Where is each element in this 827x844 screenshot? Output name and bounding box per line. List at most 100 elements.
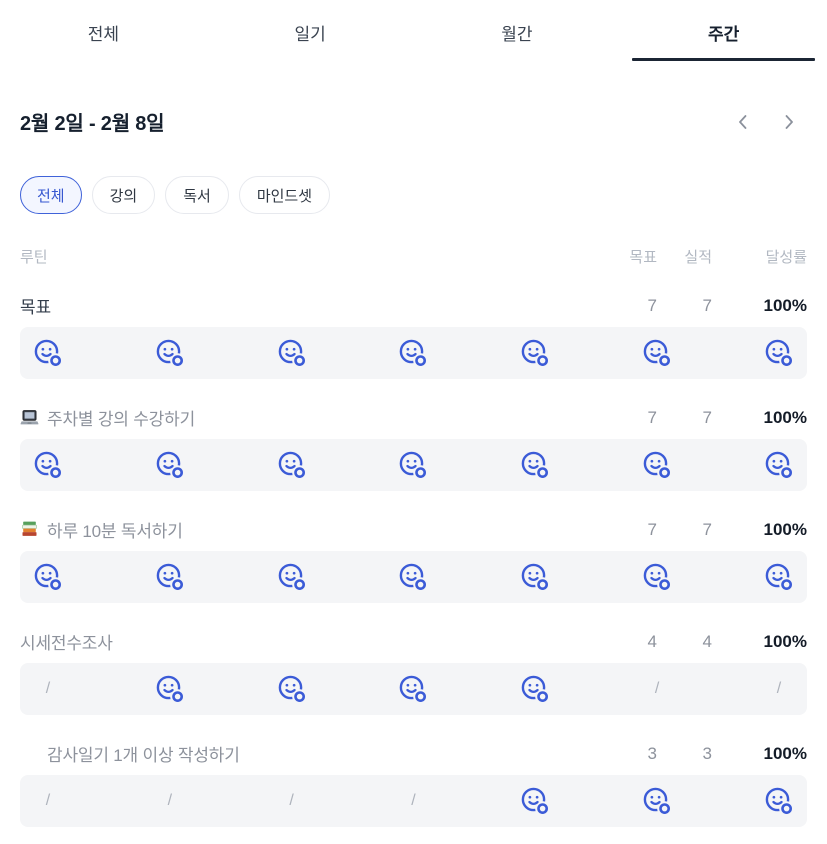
smiley-check-icon: [156, 563, 185, 592]
actual-value: 4: [702, 631, 712, 651]
week-range-title: 2월 2일 - 2월 8일: [20, 113, 165, 135]
day-cell: /: [32, 673, 64, 705]
day-band: [20, 439, 807, 491]
filter-chip-mindset[interactable]: 마인드셋: [238, 176, 331, 214]
empty-day-slash: /: [654, 680, 660, 697]
rate-value: 100%: [763, 295, 807, 315]
day-cell: /: [276, 785, 308, 817]
day-cell: [519, 673, 551, 705]
day-cell: /: [32, 785, 64, 817]
prev-week-button[interactable]: [731, 109, 755, 135]
smiley-check-icon: [34, 451, 63, 480]
day-cell: /: [763, 673, 795, 705]
day-cell: [519, 337, 551, 369]
routine-column-header: 루틴: [20, 249, 48, 266]
smiley-check-icon: [522, 787, 551, 816]
day-cell: [32, 337, 64, 369]
routine-row: 목표 7 7 100%: [20, 293, 807, 379]
day-cell: [32, 561, 64, 593]
report-content: 2월 2일 - 2월 8일 전체 강의 독서 마인드셋 루틴 목표 실적 달성률: [0, 107, 827, 827]
tab-weekly[interactable]: 주간: [620, 10, 827, 61]
empty-day-slash: /: [289, 792, 294, 809]
day-cell: [397, 673, 429, 705]
routine-title: 감사일기 1개 이상 작성하기: [20, 741, 615, 766]
routine-name: 주차별 강의 수강하기: [47, 410, 196, 429]
routine-row-head: 감사일기 1개 이상 작성하기 3 3 100%: [20, 741, 807, 766]
day-cell: [276, 561, 308, 593]
week-header: 2월 2일 - 2월 8일: [20, 107, 807, 136]
smiley-check-icon: [156, 339, 185, 368]
filter-chip-lecture[interactable]: 강의: [91, 176, 156, 214]
day-cell: [763, 337, 795, 369]
filter-chip-reading[interactable]: 독서: [165, 176, 229, 214]
goal-value: 4: [647, 631, 657, 651]
tab-monthly[interactable]: 월간: [414, 10, 621, 61]
routine-icon: [20, 520, 39, 539]
routine-row-head: 하루 10분 독서하기 7 7 100%: [20, 517, 807, 542]
day-cell: [154, 673, 186, 705]
routine-numbers: 4 4 100%: [615, 632, 807, 652]
rate-value: 100%: [763, 407, 807, 427]
chevron-left-icon: [739, 114, 747, 129]
routine-title: 시세전수조사: [20, 629, 615, 654]
smiley-check-icon: [156, 451, 185, 480]
tab-all[interactable]: 전체: [0, 10, 207, 61]
smiley-check-icon: [765, 339, 794, 368]
table-header: 루틴 목표 실적 달성률: [20, 246, 807, 267]
empty-day-slash: /: [167, 792, 173, 809]
actual-value: 3: [702, 743, 712, 763]
smiley-check-icon: [765, 451, 794, 480]
day-cell: [763, 561, 795, 593]
day-cell: [641, 337, 673, 369]
smiley-check-icon: [278, 675, 307, 704]
goal-value: 7: [647, 407, 657, 427]
routine-icon: [20, 744, 39, 763]
day-cell: /: [154, 785, 186, 817]
smiley-check-icon: [34, 339, 63, 368]
routine-title: 하루 10분 독서하기: [20, 517, 615, 542]
goal-value: 7: [647, 519, 657, 539]
tab-diary[interactable]: 일기: [207, 10, 414, 61]
day-cell: [154, 561, 186, 593]
day-cell: [276, 449, 308, 481]
rate-value: 100%: [763, 743, 807, 763]
day-cell: [763, 785, 795, 817]
routine-name: 하루 10분 독서하기: [47, 522, 183, 541]
smiley-check-icon: [643, 451, 673, 480]
day-cell: /: [641, 673, 673, 705]
smiley-check-icon: [522, 675, 551, 704]
routine-title: 주차별 강의 수강하기: [20, 405, 615, 430]
day-band: [20, 551, 807, 603]
week-navigation: [731, 109, 807, 135]
smiley-check-icon: [156, 675, 185, 704]
actual-value: 7: [702, 407, 712, 427]
routine-icon: [20, 408, 39, 427]
day-band: /: [20, 663, 807, 715]
day-cell: [276, 337, 308, 369]
smiley-check-icon: [765, 563, 794, 592]
books-icon: [22, 521, 37, 536]
day-band: / / / /: [20, 775, 807, 827]
smiley-check-icon: [400, 675, 429, 704]
day-band: [20, 327, 807, 379]
day-cell: [397, 449, 429, 481]
routine-numbers: 3 3 100%: [615, 744, 807, 764]
day-cell: [763, 449, 795, 481]
routine-row: 하루 10분 독서하기 7 7 100%: [20, 517, 807, 603]
routine-numbers: 7 7 100%: [615, 296, 807, 316]
day-cell: /: [397, 785, 429, 817]
day-cell: [154, 449, 186, 481]
day-cell: [641, 449, 673, 481]
day-cell: [641, 561, 673, 593]
day-cell: [397, 561, 429, 593]
day-cell: [519, 785, 551, 817]
smiley-check-icon: [765, 787, 794, 816]
smiley-check-icon: [522, 451, 551, 480]
filter-chip-all[interactable]: 전체: [20, 176, 82, 214]
empty-day-slash: /: [45, 680, 51, 697]
routine-row: 감사일기 1개 이상 작성하기 3 3 100% / / / /: [20, 741, 807, 827]
next-week-button[interactable]: [777, 109, 801, 135]
routine-row-head: 주차별 강의 수강하기 7 7 100%: [20, 405, 807, 430]
goal-value: 3: [647, 743, 657, 763]
routine-name: 목표: [20, 298, 51, 317]
